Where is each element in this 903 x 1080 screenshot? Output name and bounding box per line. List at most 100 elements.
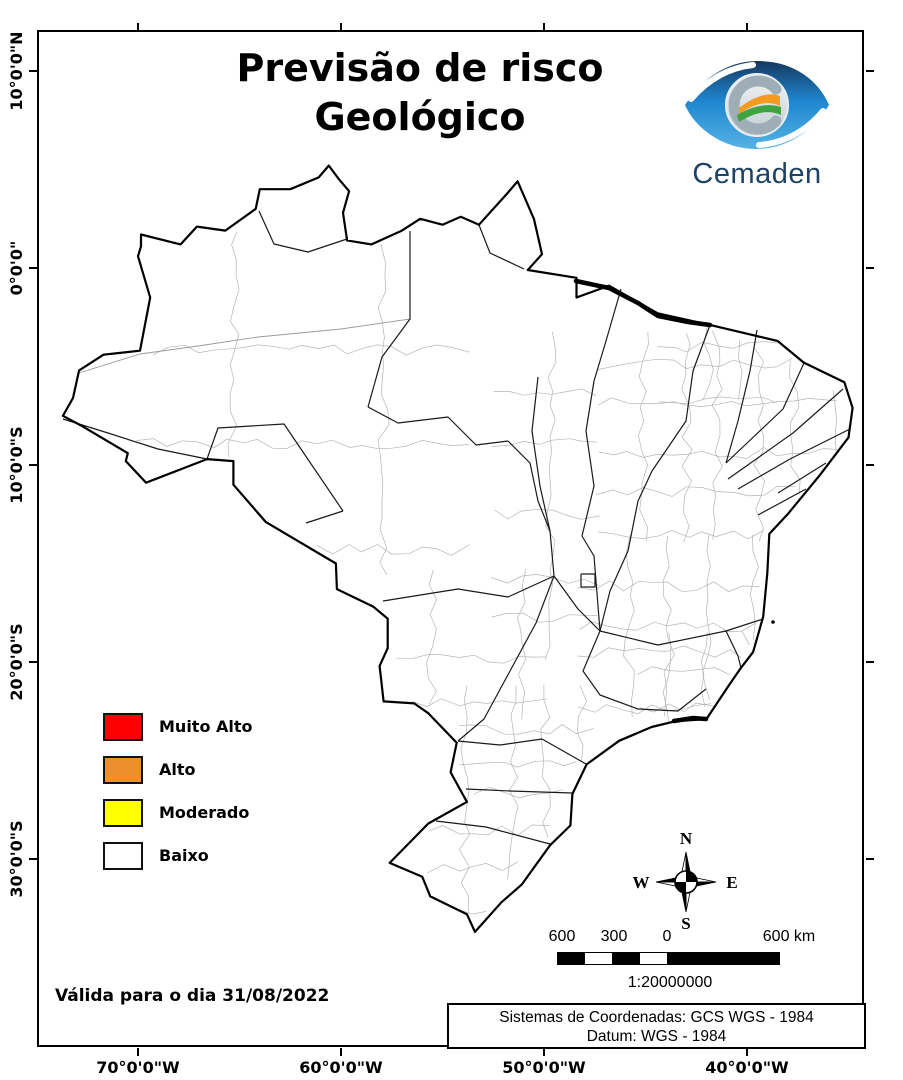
legend-swatch xyxy=(103,712,143,741)
municipal-boundaries xyxy=(136,231,471,575)
legend-item: Moderado xyxy=(103,798,249,827)
legend-swatch xyxy=(103,798,143,827)
scale-ratio: 1:20000000 xyxy=(627,974,713,991)
longitude-label: 50°0'0"W xyxy=(502,1058,586,1077)
legend-swatch xyxy=(103,755,143,784)
scale-bar-segment xyxy=(585,953,612,964)
latitude-tick-right xyxy=(866,661,874,663)
longitude-label: 60°0'0"W xyxy=(299,1058,383,1077)
compass-letter: S xyxy=(681,914,690,933)
state-boundary xyxy=(725,362,805,464)
coordinate-system-line2: Datum: WGS - 1984 xyxy=(586,1028,727,1045)
compass-rose: N S W E xyxy=(630,829,742,938)
validity-note: Válida para o dia 31/08/2022 xyxy=(55,986,330,1006)
compass-hub-quadrant xyxy=(686,871,697,882)
state-boundary xyxy=(62,418,208,460)
latitude-label: 30°0'0"S xyxy=(7,820,26,898)
compass-letter: E xyxy=(726,873,737,892)
scale-bar-label: 0 xyxy=(662,928,672,945)
state-boundary xyxy=(599,618,764,646)
river-line xyxy=(78,318,411,374)
longitude-tick-bottom xyxy=(340,1048,342,1056)
latitude-tick-left xyxy=(29,464,37,466)
longitude-tick-top xyxy=(746,23,748,31)
coordinate-system-line1: Sistemas de Coordenadas: GCS WGS - 1984 xyxy=(499,1009,814,1026)
state-boundary xyxy=(777,462,827,494)
latitude-tick-left xyxy=(29,267,37,269)
cemaden-logo-text: Cemaden xyxy=(692,158,822,190)
compass-letter: W xyxy=(633,873,650,892)
state-boundary xyxy=(582,630,707,712)
state-boundary xyxy=(581,288,622,537)
legend-swatch xyxy=(103,841,143,870)
state-boundary xyxy=(367,231,411,408)
state-boundary xyxy=(531,376,551,532)
longitude-tick-top xyxy=(340,23,342,31)
scale-bar-segment xyxy=(612,953,640,964)
page-title: Previsão de risco Geológico xyxy=(70,44,770,142)
latitude-label: 10°0'0"N xyxy=(7,31,26,111)
compass-arm xyxy=(680,889,692,913)
state-boundary xyxy=(553,575,601,632)
latitude-label: 0°0'0" xyxy=(7,240,26,296)
state-boundary xyxy=(507,440,555,577)
legend-item: Baixo xyxy=(103,841,209,870)
municipal-boundaries xyxy=(427,684,594,915)
cemaden-eye-icon xyxy=(685,61,829,149)
latitude-tick-left xyxy=(29,858,37,860)
municipal-boundaries xyxy=(657,324,778,405)
longitude-tick-bottom xyxy=(543,1048,545,1056)
legend-label: Alto xyxy=(159,760,196,779)
state-boundary xyxy=(478,224,525,270)
eye-green-wave xyxy=(737,105,781,122)
state-boundary xyxy=(457,575,555,742)
legend-label: Muito Alto xyxy=(159,717,253,736)
legend-label: Moderado xyxy=(159,803,250,822)
latitude-tick-right xyxy=(866,858,874,860)
latitude-tick-left xyxy=(29,661,37,663)
longitude-tick-bottom xyxy=(137,1048,139,1056)
scale-bar-label: 600 km xyxy=(762,928,816,945)
thick-coastline xyxy=(671,715,709,724)
state-boundary xyxy=(382,575,555,602)
latitude-tick-left xyxy=(29,70,37,72)
scale-bar-segment xyxy=(640,953,667,964)
state-boundary xyxy=(206,423,344,512)
longitude-tick-top xyxy=(137,23,139,31)
eye-white-swoosh-bottom xyxy=(756,108,826,148)
page-title-line1: Previsão de risco xyxy=(236,46,604,90)
compass-hub-quadrant xyxy=(675,882,686,893)
scale-bar-segment xyxy=(558,953,585,964)
longitude-label: 70°0'0"W xyxy=(96,1058,180,1077)
state-boundary xyxy=(737,428,851,490)
thick-coastline xyxy=(573,278,713,328)
brazil-fill xyxy=(62,165,853,932)
scale-bar-label: 300 xyxy=(600,928,628,945)
coordinate-system-box: Sistemas de Coordenadas: GCS WGS - 1984 … xyxy=(447,1003,866,1049)
longitude-label: 40°0'0"W xyxy=(705,1058,789,1077)
state-boundary xyxy=(580,573,596,588)
scale-bar-label: 600 xyxy=(548,928,576,945)
state-boundary xyxy=(599,500,639,632)
eye-white-swoosh-top xyxy=(688,62,756,102)
legend-item: Muito Alto xyxy=(103,712,253,741)
latitude-tick-right xyxy=(866,267,874,269)
state-boundary xyxy=(581,535,601,632)
state-boundary xyxy=(727,388,844,480)
compass-letter: N xyxy=(680,830,693,848)
legend-item: Alto xyxy=(103,755,196,784)
scale-bar-track xyxy=(557,952,780,965)
eye-orange-wave xyxy=(739,94,780,114)
latitude-tick-right xyxy=(866,464,874,466)
cemaden-logo: Cemaden xyxy=(668,58,846,191)
brazil-outline xyxy=(61,164,854,933)
latitude-label: 20°0'0"S xyxy=(7,623,26,701)
municipal-boundaries xyxy=(576,534,760,717)
legend-label: Baixo xyxy=(159,846,209,865)
municipal-boundaries xyxy=(595,330,838,543)
state-boundary xyxy=(305,510,344,524)
state-boundary xyxy=(637,324,711,502)
latitude-tick-right xyxy=(866,70,874,72)
state-boundary xyxy=(465,788,573,794)
